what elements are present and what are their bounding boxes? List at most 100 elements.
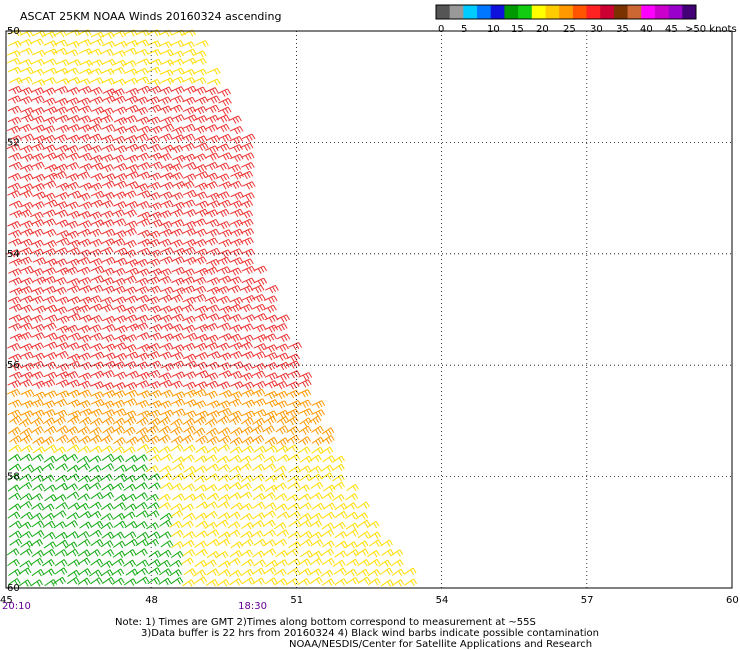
- wind-barb: [218, 407, 232, 417]
- wind-barb: [89, 284, 104, 294]
- wind-barb: [101, 144, 116, 153]
- wind-barb: [345, 493, 359, 501]
- wind-barb: [227, 529, 241, 538]
- wind-barb: [101, 409, 116, 418]
- wind-barb: [8, 85, 22, 95]
- wind-barb: [357, 519, 371, 528]
- plot-frame: [5, 30, 733, 589]
- wind-barb: [146, 230, 161, 239]
- x-tick-label: 57: [581, 595, 594, 606]
- wind-barb: [53, 258, 68, 267]
- wind-barb: [111, 558, 125, 566]
- wind-barb: [299, 530, 313, 539]
- wind-barb: [181, 539, 195, 548]
- wind-barb: [346, 577, 359, 585]
- wind-barb: [32, 257, 47, 266]
- wind-barb: [100, 560, 113, 568]
- wind-barb: [182, 173, 197, 182]
- wind-barb: [31, 106, 45, 116]
- wind-barb: [170, 503, 184, 511]
- wind-barb: [148, 454, 162, 462]
- wind-barb: [206, 95, 221, 104]
- wind-barb: [42, 295, 57, 304]
- wind-barb: [101, 191, 115, 201]
- wind-barb: [90, 558, 103, 567]
- wind-barb: [42, 285, 57, 295]
- wind-barb: [66, 548, 79, 557]
- wind-barb: [239, 503, 253, 511]
- wind-barb: [90, 492, 104, 500]
- wind-barb: [42, 134, 56, 144]
- wind-barb: [64, 220, 79, 229]
- wind-barb: [66, 379, 80, 388]
- wind-barb: [135, 492, 148, 500]
- wind-barb: [309, 568, 322, 576]
- wind-barb: [19, 351, 34, 360]
- wind-barb: [195, 435, 209, 445]
- wind-barb: [146, 493, 159, 502]
- wind-barb: [112, 30, 127, 38]
- wind-barb: [41, 474, 55, 482]
- wind-barb: [123, 47, 137, 55]
- wind-barb: [54, 567, 68, 575]
- colorbar-swatch: [613, 5, 629, 19]
- wind-barb: [171, 360, 185, 369]
- wind-barb: [230, 427, 243, 437]
- wind-barb: [158, 577, 172, 586]
- colorbar-swatch: [572, 5, 588, 19]
- colorbar-swatch: [518, 5, 533, 19]
- wind-barb: [42, 417, 56, 427]
- wind-barb: [31, 568, 45, 577]
- wind-barb: [195, 530, 208, 538]
- wind-barb: [19, 201, 34, 211]
- wind-barb: [182, 454, 195, 462]
- wind-barb: [77, 192, 91, 202]
- wind-barb: [146, 522, 159, 530]
- wind-barb: [30, 539, 44, 547]
- wind-barb: [89, 501, 102, 510]
- wind-barb: [285, 416, 299, 426]
- wind-barb: [170, 313, 185, 322]
- wind-barb: [44, 332, 58, 341]
- wind-barb: [194, 540, 208, 549]
- wind-barb: [42, 144, 57, 153]
- wind-barb: [111, 531, 125, 540]
- wind-barb: [124, 201, 139, 210]
- wind-barb: [66, 512, 80, 520]
- wind-barb: [252, 501, 265, 510]
- wind-barb: [136, 576, 150, 585]
- wind-barb: [183, 465, 196, 474]
- wind-barb: [204, 161, 219, 171]
- wind-barb: [30, 68, 45, 76]
- wind-barb: [182, 220, 197, 230]
- wind-barb: [192, 427, 206, 437]
- wind-barb: [125, 154, 139, 163]
- wind-barb: [101, 463, 115, 471]
- wind-barb: [355, 540, 369, 548]
- wind-barb: [276, 437, 289, 447]
- wind-barb: [20, 183, 34, 192]
- wind-barb: [160, 409, 174, 418]
- wind-barb: [182, 579, 195, 587]
- wind-barb: [181, 133, 196, 142]
- wind-barb: [44, 444, 57, 452]
- wind-barb: [113, 342, 127, 351]
- wind-barb: [228, 313, 243, 323]
- wind-barb: [193, 388, 207, 398]
- wind-barb: [182, 315, 196, 325]
- wind-barb: [8, 520, 22, 528]
- wind-barb: [123, 190, 137, 199]
- wind-barb: [357, 501, 370, 509]
- wind-barb: [263, 510, 276, 518]
- wind-barb: [89, 426, 102, 436]
- wind-barb: [253, 343, 268, 352]
- wind-barb: [240, 538, 254, 547]
- wind-barb: [7, 511, 21, 519]
- wind-barb: [171, 391, 186, 400]
- wind-barb: [181, 304, 195, 313]
- wind-barb: [194, 475, 207, 483]
- wind-barb: [32, 436, 45, 446]
- wind-barb: [122, 426, 136, 436]
- wind-barb: [42, 77, 57, 85]
- wind-barb: [100, 522, 114, 530]
